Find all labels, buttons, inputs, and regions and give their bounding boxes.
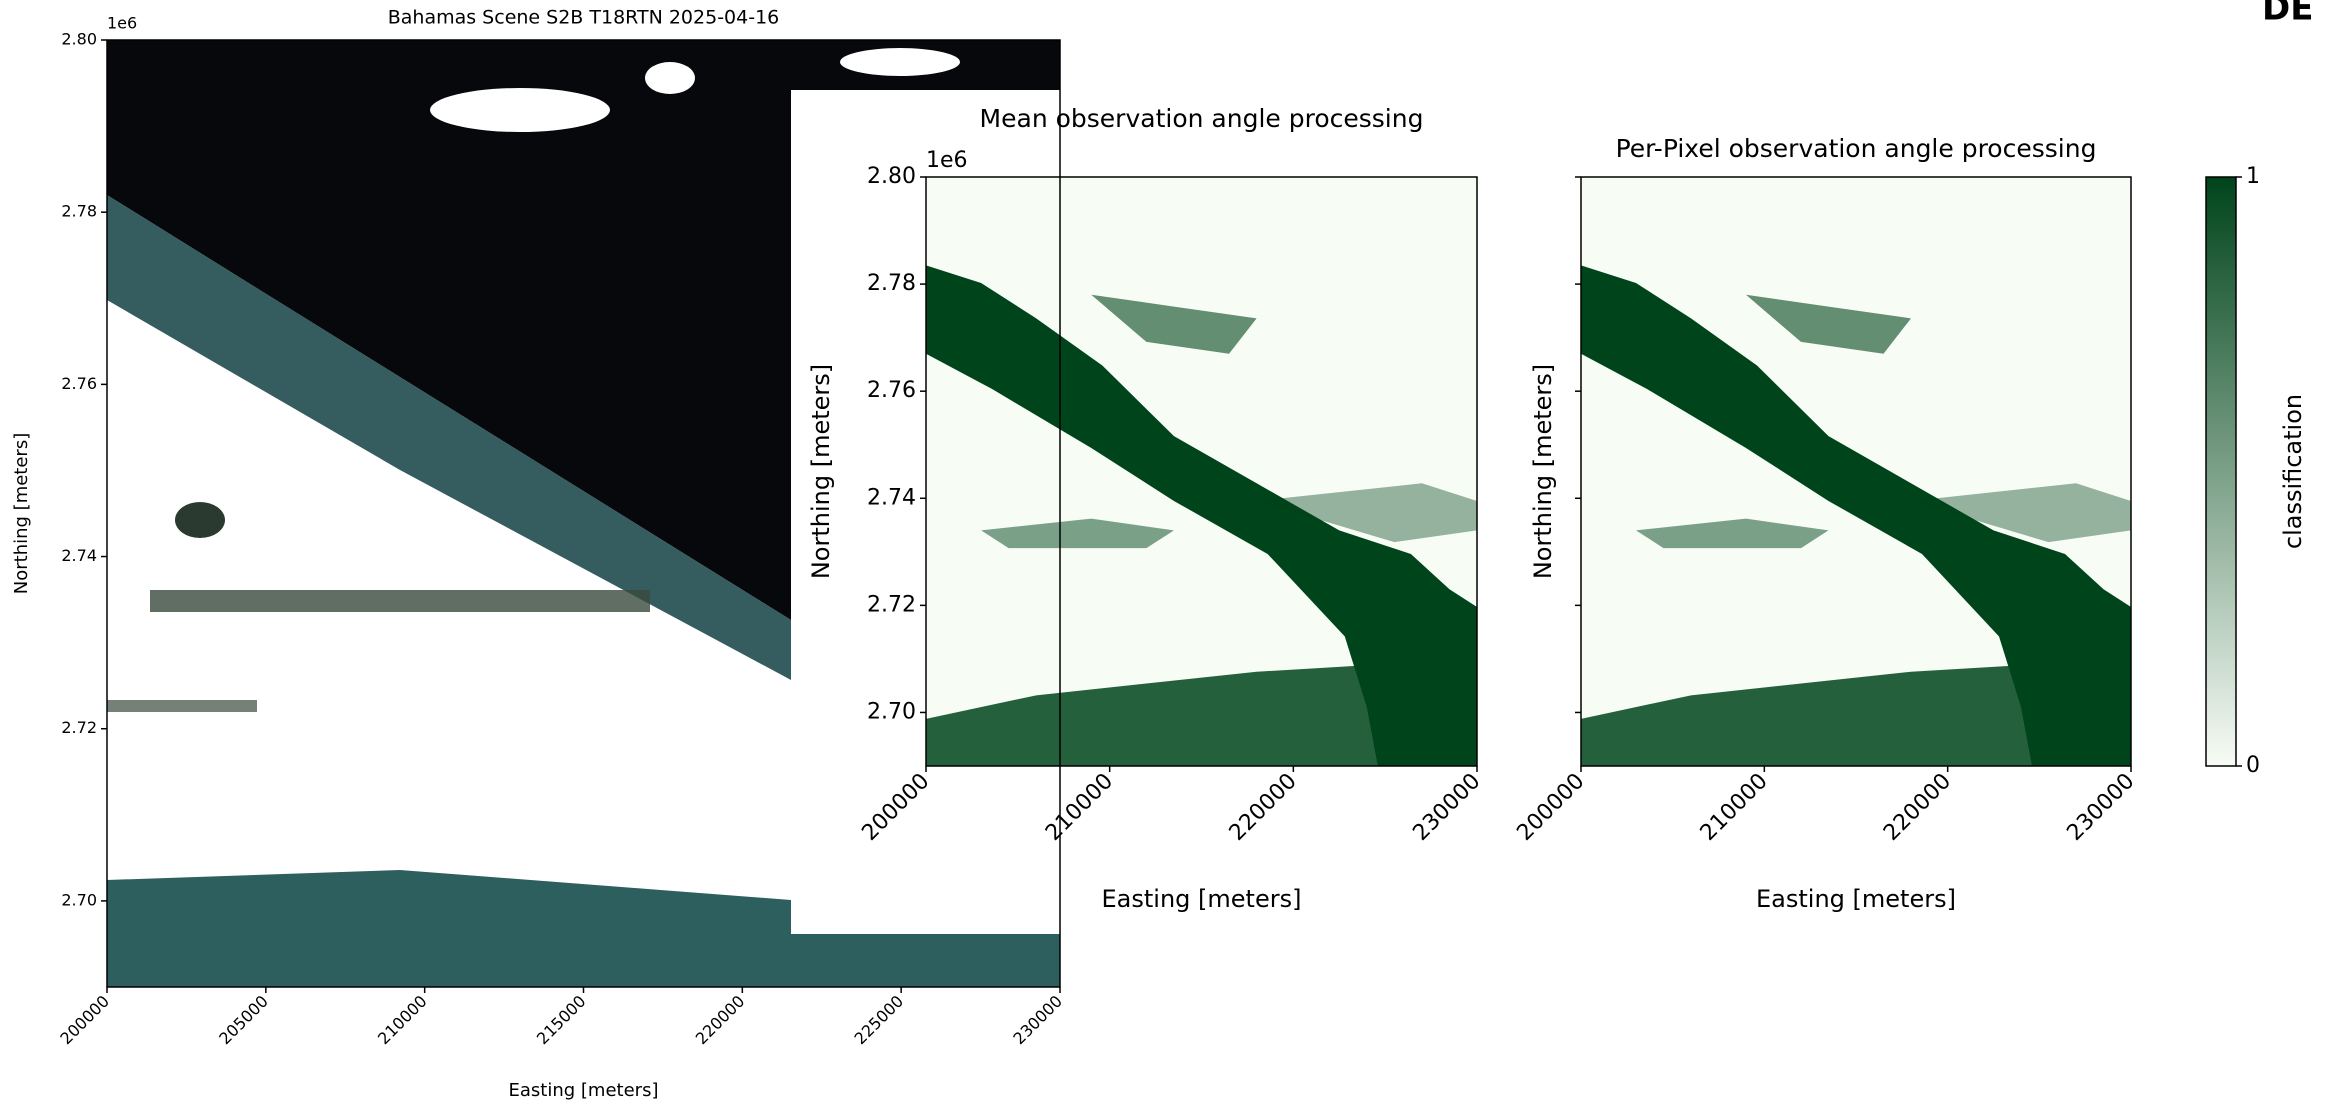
x-tick-label: 205000: [215, 992, 272, 1049]
x-tick-label: 200000: [1512, 769, 1589, 846]
x-axis-label: Easting [meters]: [1756, 885, 1956, 913]
page: DE Bahamas Scene S2B T18RTN 2025-04-16 Ea…: [0, 0, 2328, 1105]
chart-title: Mean observation angle processing: [980, 104, 1424, 133]
chart-title: Bahamas Scene S2B T18RTN 2025-04-16: [388, 7, 780, 29]
classification-image: [1581, 177, 2131, 766]
y-tick-label: 2.74: [61, 546, 97, 565]
x-tick-label: 220000: [1879, 769, 1956, 846]
x-tick-label: 215000: [533, 992, 590, 1049]
y-axis-label: Northing [meters]: [11, 433, 32, 594]
y-axis-label: Northing [meters]: [807, 364, 835, 579]
y-offset-label: 1e6: [107, 14, 137, 33]
x-tick-label: 230000: [1408, 769, 1485, 846]
y-tick-label: 2.72: [61, 718, 97, 737]
y-tick-label: 2.80: [61, 30, 97, 49]
x-tick-label: 210000: [1696, 769, 1773, 846]
classification-image: [926, 177, 1477, 766]
y-axis-label: Northing [meters]: [1529, 364, 1557, 579]
y-offset-label: 1e6: [926, 148, 968, 173]
y-tick-label: 2.70: [61, 890, 97, 909]
x-tick-label: 210000: [374, 992, 431, 1049]
y-tick-label: 2.72: [867, 592, 916, 617]
y-tick-label: 2.80: [867, 164, 916, 189]
y-tick-label: 2.76: [61, 374, 97, 393]
colorbar: [2206, 177, 2236, 766]
x-axis-label: Easting [meters]: [509, 1080, 659, 1101]
x-axis-label: Easting [meters]: [1102, 885, 1302, 913]
x-tick-label: 200000: [56, 992, 113, 1049]
y-tick-label: 2.78: [61, 202, 97, 221]
x-tick-label: 220000: [692, 992, 749, 1049]
y-tick-label: 2.78: [867, 271, 916, 296]
colorbar-tick-label: 0: [2246, 753, 2260, 778]
y-tick-label: 2.70: [867, 699, 916, 724]
x-tick-label: 225000: [851, 992, 908, 1049]
chart-title: Per-Pixel observation angle processing: [1616, 134, 2097, 163]
x-tick-label: 230000: [1009, 992, 1066, 1049]
colorbar-tick-label: 1: [2246, 164, 2260, 189]
corner-text: DE: [2262, 0, 2313, 29]
x-tick-label: 230000: [2062, 769, 2139, 846]
y-tick-label: 2.74: [867, 485, 916, 510]
y-tick-label: 2.76: [867, 378, 916, 403]
colorbar-label: classification: [2279, 394, 2307, 549]
